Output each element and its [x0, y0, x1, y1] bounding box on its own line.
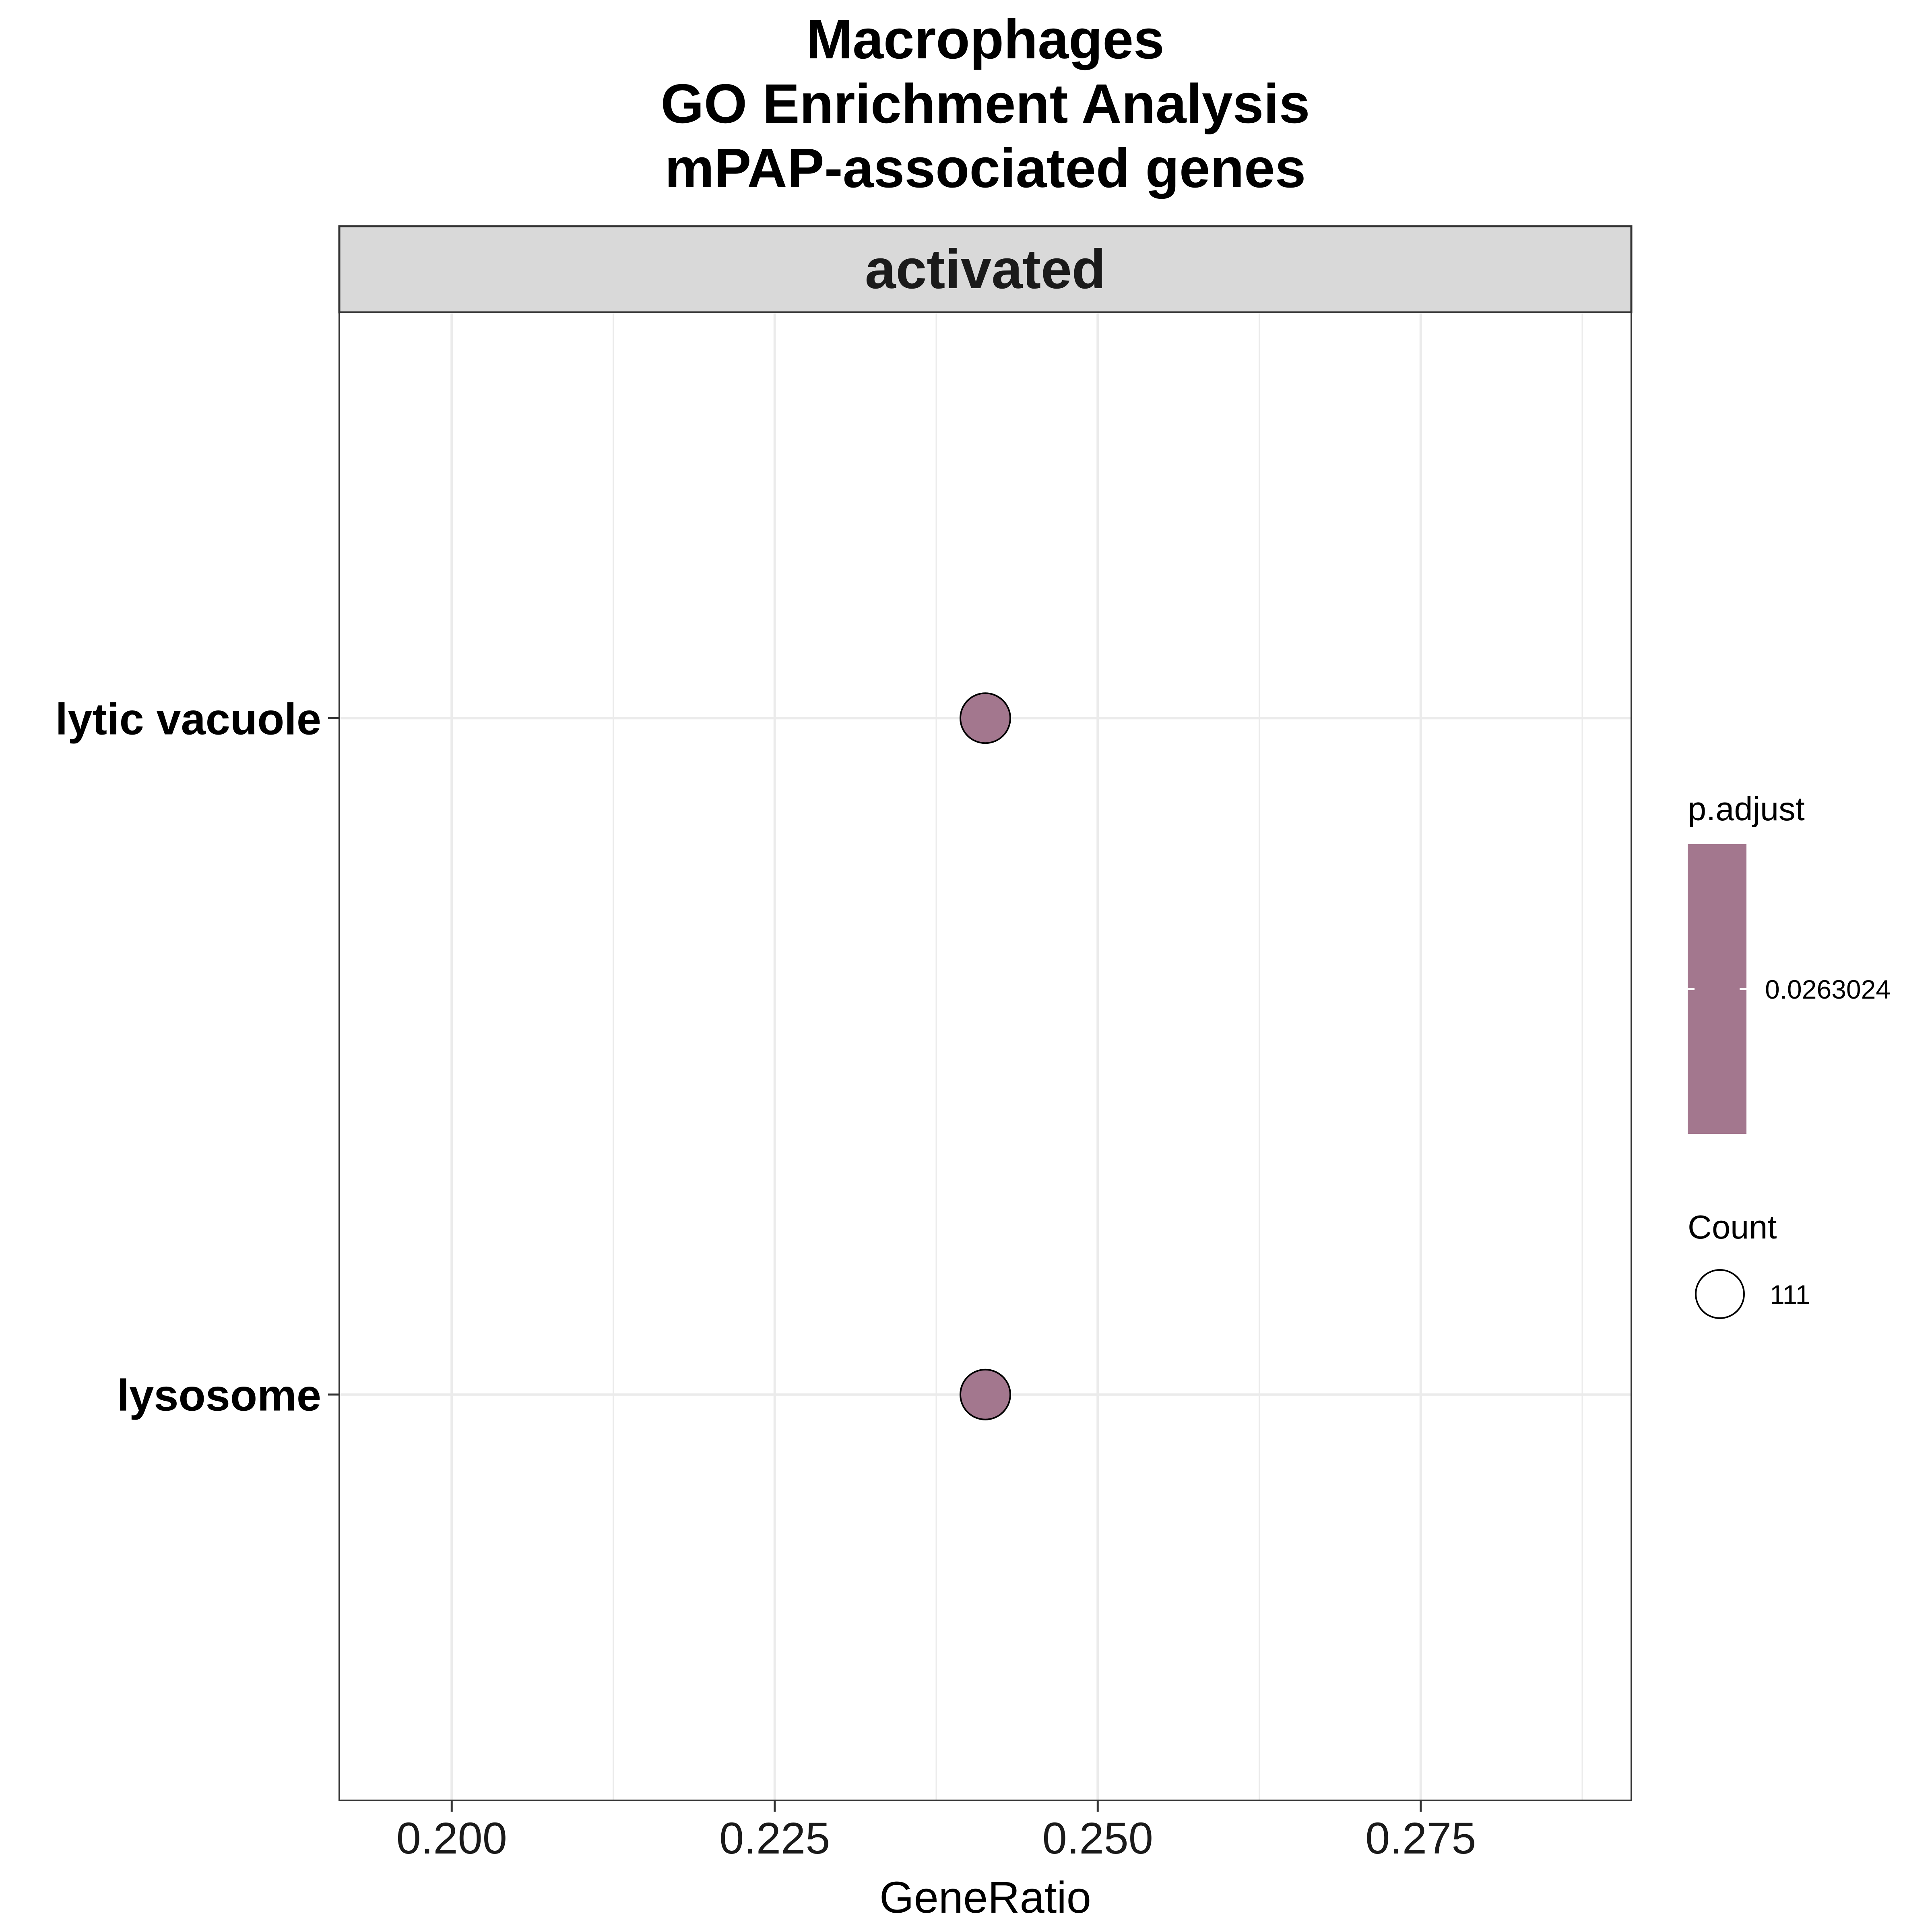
- x-tick-label-1: 0.225: [719, 1814, 830, 1863]
- x-axis-label: GeneRatio: [879, 1873, 1091, 1922]
- legend-size-label: 111: [1770, 1280, 1810, 1309]
- plot-panel-border: [339, 312, 1632, 1801]
- chart-title-line-3: mPAP-associated genes: [665, 137, 1306, 199]
- facet-strip: [338, 225, 1633, 314]
- x-tick-label-3: 0.275: [1365, 1814, 1476, 1863]
- facet-strip-label: activated: [865, 238, 1106, 300]
- y-tick-label-0: lytic vacuole: [56, 694, 321, 744]
- x-axis: 0.200 0.225 0.250 0.275: [396, 1800, 1476, 1863]
- legend-color-title: p.adjust: [1688, 790, 1805, 828]
- legend-colorbar: [1688, 844, 1746, 1134]
- data-points: [960, 692, 1011, 1420]
- y-tick-label-1: lysosome: [117, 1371, 321, 1420]
- y-axis: lytic vacuole lysosome: [56, 694, 339, 1420]
- data-point-0: [960, 692, 1011, 744]
- legend-color-label: 0.0263024: [1765, 974, 1891, 1004]
- x-tick-label-2: 0.250: [1042, 1814, 1153, 1863]
- chart-title-line-2: GO Enrichment Analysis: [661, 73, 1310, 135]
- legend-size-circle: [1695, 1269, 1745, 1319]
- x-tick-label-0: 0.200: [396, 1814, 507, 1863]
- plot-panel: [339, 312, 1631, 1800]
- data-point-1: [960, 1368, 1011, 1420]
- chart-title-line-1: Macrophages: [806, 8, 1164, 70]
- legend-size-title: Count: [1688, 1208, 1777, 1246]
